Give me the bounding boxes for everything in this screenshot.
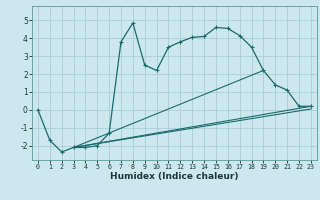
X-axis label: Humidex (Indice chaleur): Humidex (Indice chaleur) xyxy=(110,172,239,181)
